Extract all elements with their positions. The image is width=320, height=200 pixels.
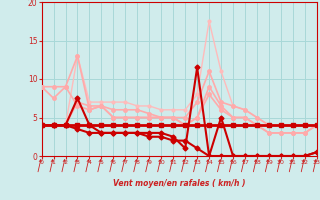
X-axis label: Vent moyen/en rafales ( km/h ): Vent moyen/en rafales ( km/h ) [113,179,245,188]
